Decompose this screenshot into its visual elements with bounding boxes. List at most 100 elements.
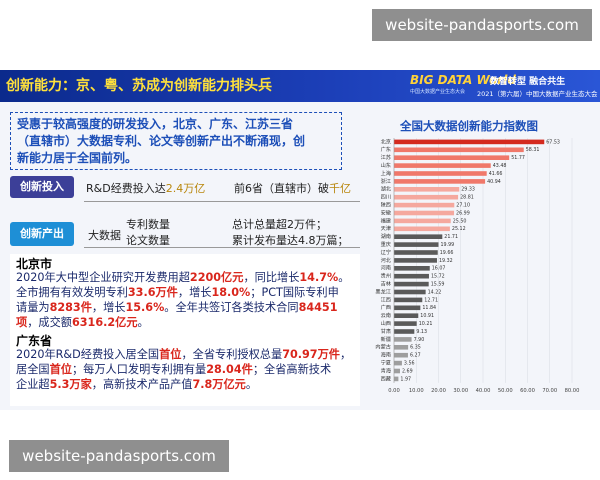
output-underline bbox=[84, 247, 360, 248]
category-label: 江苏 bbox=[381, 153, 391, 161]
data-label: 26.99 bbox=[456, 210, 470, 216]
innovation-output-badge: 创新产出 bbox=[10, 222, 74, 246]
category-label: 河北 bbox=[381, 256, 392, 264]
category-label: 吉林 bbox=[381, 280, 392, 288]
x-tick-label: 60.00 bbox=[520, 388, 535, 394]
category-label: 浙江 bbox=[381, 177, 391, 185]
bar bbox=[394, 360, 402, 366]
data-label: 7.90 bbox=[414, 337, 425, 343]
data-label: 19.32 bbox=[439, 258, 453, 264]
category-label: 重庆 bbox=[381, 240, 391, 248]
slide-header: 创新能力：京、粤、苏成为创新能力排头兵 BIG DATA World 中国大数据… bbox=[0, 70, 600, 102]
guangdong-heading: 广东省 bbox=[16, 334, 53, 348]
bar bbox=[394, 281, 429, 287]
bar bbox=[394, 273, 429, 279]
patent-count-value: 总计总量超2万件； bbox=[232, 218, 327, 231]
rd-input-text: R&D经费投入达2.4万亿 bbox=[86, 182, 206, 195]
bar bbox=[394, 155, 510, 160]
bar bbox=[394, 139, 545, 145]
x-tick-label: 50.00 bbox=[498, 388, 513, 394]
watermark-bottom: website-pandasports.com bbox=[9, 440, 229, 472]
data-label: 25.12 bbox=[452, 226, 466, 232]
bar bbox=[394, 218, 451, 224]
paper-count-value: 累计发布量达4.8万篇； bbox=[232, 234, 349, 247]
data-label: 6.35 bbox=[410, 345, 421, 351]
bar bbox=[394, 171, 487, 176]
category-label: 山东 bbox=[381, 161, 391, 169]
data-label: 28.81 bbox=[460, 195, 474, 201]
category-label: 广东 bbox=[381, 145, 391, 153]
data-label: 41.66 bbox=[489, 171, 503, 177]
data-label: 29.33 bbox=[461, 187, 475, 193]
category-label: 北京 bbox=[381, 137, 391, 145]
category-label: 宁夏 bbox=[381, 359, 392, 367]
category-label: 黑龙江 bbox=[375, 287, 391, 295]
bar bbox=[394, 352, 408, 358]
conference-name: 2021（第六届）中国大数据产业生态大会 bbox=[477, 90, 598, 98]
category-label: 江西 bbox=[381, 296, 391, 303]
bar bbox=[394, 234, 443, 239]
category-label: 福建 bbox=[381, 216, 391, 224]
bar bbox=[394, 258, 437, 263]
bar bbox=[394, 147, 524, 153]
innovation-input-badge: 创新投入 bbox=[10, 176, 74, 198]
intro-box: 受惠于较高强度的研发投入，北京、广东、江苏三省 （直辖市）大数据专利、论文等创新… bbox=[10, 112, 342, 170]
x-tick-label: 80.00 bbox=[565, 388, 580, 394]
data-label: 3.56 bbox=[404, 361, 415, 367]
input-underline bbox=[84, 201, 360, 202]
category-label: 湖南 bbox=[381, 232, 391, 240]
x-tick-label: 20.00 bbox=[431, 388, 446, 394]
chart-title: 全国大数据创新能力指数图 bbox=[400, 119, 538, 133]
data-label: 12.71 bbox=[424, 297, 438, 303]
bar bbox=[394, 266, 430, 271]
bar bbox=[394, 289, 426, 295]
data-label: 19.66 bbox=[440, 250, 454, 256]
bar bbox=[394, 179, 486, 184]
bar bbox=[394, 187, 460, 192]
category-label: 陕西 bbox=[381, 201, 391, 209]
bar bbox=[394, 329, 415, 334]
bar bbox=[394, 368, 400, 374]
category-label: 上海 bbox=[381, 169, 391, 177]
bar bbox=[394, 305, 421, 311]
data-label: 1.97 bbox=[400, 376, 411, 382]
slide-title: 创新能力：京、粤、苏成为创新能力排头兵 bbox=[6, 78, 272, 94]
category-label: 新疆 bbox=[381, 335, 391, 343]
x-tick-label: 0.00 bbox=[388, 388, 400, 394]
bar bbox=[394, 194, 459, 200]
beijing-heading: 北京市 bbox=[16, 257, 53, 271]
intro-line-1: 受惠于较高强度的研发投入，北京、广东、江苏三省 bbox=[17, 117, 294, 131]
guangdong-line-1: 2020年R&D经费投入居全国首位，全省专利授权总量70.97万件， bbox=[16, 348, 352, 361]
x-tick-label: 70.00 bbox=[542, 388, 557, 394]
bar bbox=[394, 313, 419, 318]
bar bbox=[394, 210, 455, 216]
bar bbox=[394, 250, 438, 255]
bigdata-world-logo: BIG DATA World 中国大数据产业生态大会 bbox=[410, 73, 516, 95]
category-label: 青海 bbox=[381, 366, 391, 374]
innovation-index-chart: 0.00 10.00 20.00 30.00 40.00 50.00 60.00 70.00 8… bbox=[375, 137, 580, 394]
data-label: 43.48 bbox=[493, 163, 507, 169]
guangdong-line-3: 企业超5.3万家，高新技术产品产值7.8万亿元。 bbox=[16, 378, 258, 391]
slogan: 数智转型 融合共生 bbox=[490, 77, 566, 87]
category-label: 辽宁 bbox=[381, 248, 391, 256]
data-label: 40.94 bbox=[487, 179, 501, 185]
bar bbox=[394, 242, 439, 247]
beijing-line-2: 全市拥有有效发明专利33.6万件，增长18.0%；PCT国际专利申 bbox=[16, 286, 339, 299]
bar bbox=[394, 226, 450, 232]
category-label: 河南 bbox=[381, 264, 391, 272]
data-label: 11.84 bbox=[422, 305, 436, 311]
x-tick-label: 40.00 bbox=[476, 388, 491, 394]
category-label: 西藏 bbox=[381, 374, 392, 382]
beijing-line-4: 项，成交额6316.2亿元。 bbox=[16, 316, 149, 329]
category-label: 天津 bbox=[381, 225, 391, 232]
category-label: 云南 bbox=[381, 311, 391, 319]
data-label: 19.99 bbox=[440, 242, 454, 248]
category-label: 四川 bbox=[381, 194, 391, 201]
bar bbox=[394, 337, 412, 342]
data-label: 10.91 bbox=[420, 313, 434, 319]
category-label: 内蒙古 bbox=[375, 343, 391, 351]
category-label: 湖北 bbox=[381, 185, 392, 193]
data-label: 2.69 bbox=[402, 368, 413, 374]
data-label: 14.22 bbox=[428, 289, 442, 295]
data-label: 15.72 bbox=[431, 274, 445, 280]
